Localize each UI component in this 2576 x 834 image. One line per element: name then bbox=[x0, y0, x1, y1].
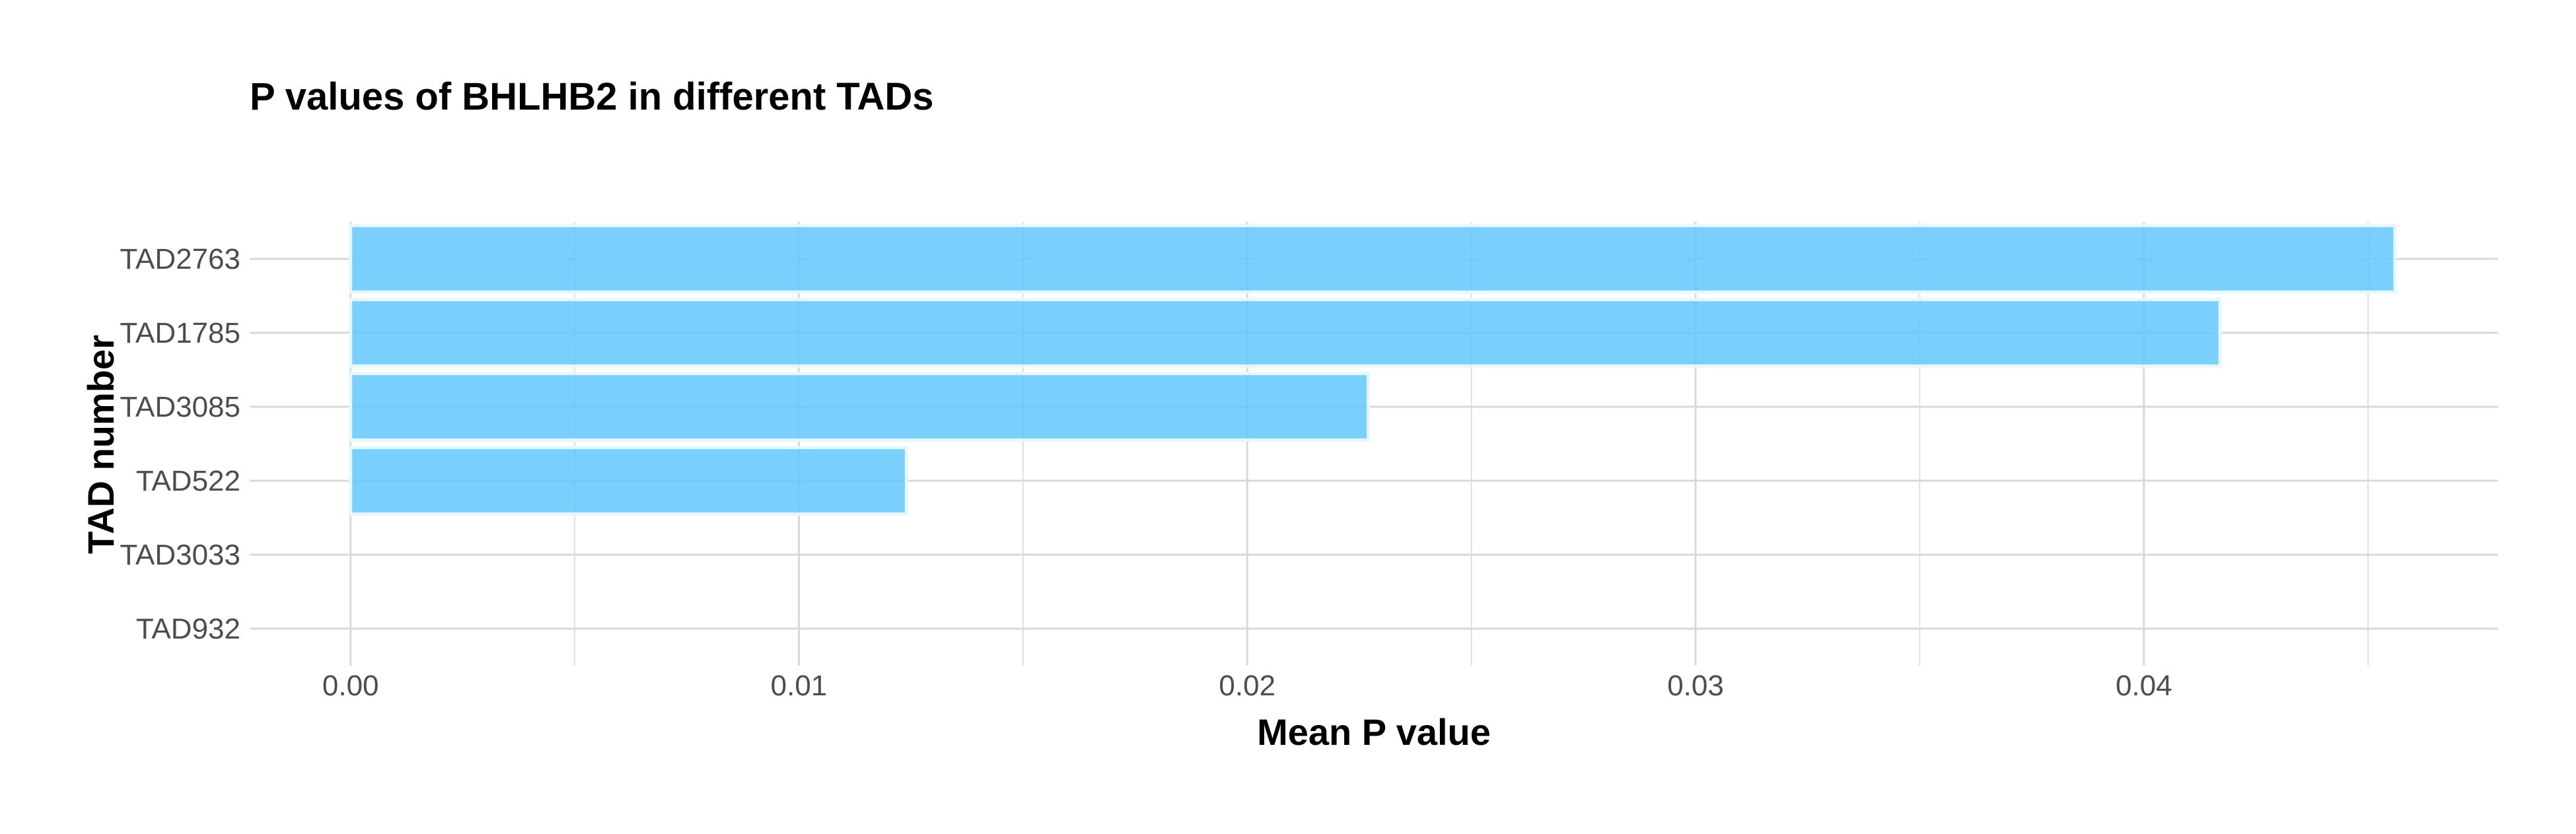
y-tick-label: TAD3085 bbox=[120, 391, 240, 423]
y-tick-labels: TAD2763 TAD1785 TAD3085 TAD522 TAD3033 TAD932 bbox=[120, 243, 240, 645]
x-tick-label: 0.03 bbox=[1667, 670, 1724, 702]
x-tick-label: 0.02 bbox=[1219, 670, 1275, 702]
bar-tad522 bbox=[349, 446, 908, 516]
y-tick-label: TAD2763 bbox=[120, 243, 240, 275]
y-tick-label: TAD932 bbox=[136, 613, 240, 645]
bars bbox=[349, 224, 2397, 516]
bar-tad3085 bbox=[349, 372, 1371, 442]
bar-tad2763 bbox=[349, 224, 2397, 294]
x-tick-label: 0.04 bbox=[2116, 670, 2172, 702]
y-tick-label: TAD522 bbox=[136, 465, 240, 497]
y-axis-title: TAD number bbox=[80, 335, 122, 554]
x-tick-labels: 0.00 0.01 0.02 0.03 0.04 bbox=[322, 670, 2172, 702]
x-tick-label: 0.01 bbox=[771, 670, 828, 702]
bar-tad1785 bbox=[349, 298, 2222, 368]
x-axis-title: Mean P value bbox=[1257, 711, 1491, 753]
x-tick-label: 0.00 bbox=[322, 670, 379, 702]
y-tick-label: TAD3033 bbox=[120, 539, 240, 571]
chart-title: P values of BHLHB2 in different TADs bbox=[250, 75, 934, 118]
y-tick-label: TAD1785 bbox=[120, 317, 240, 349]
